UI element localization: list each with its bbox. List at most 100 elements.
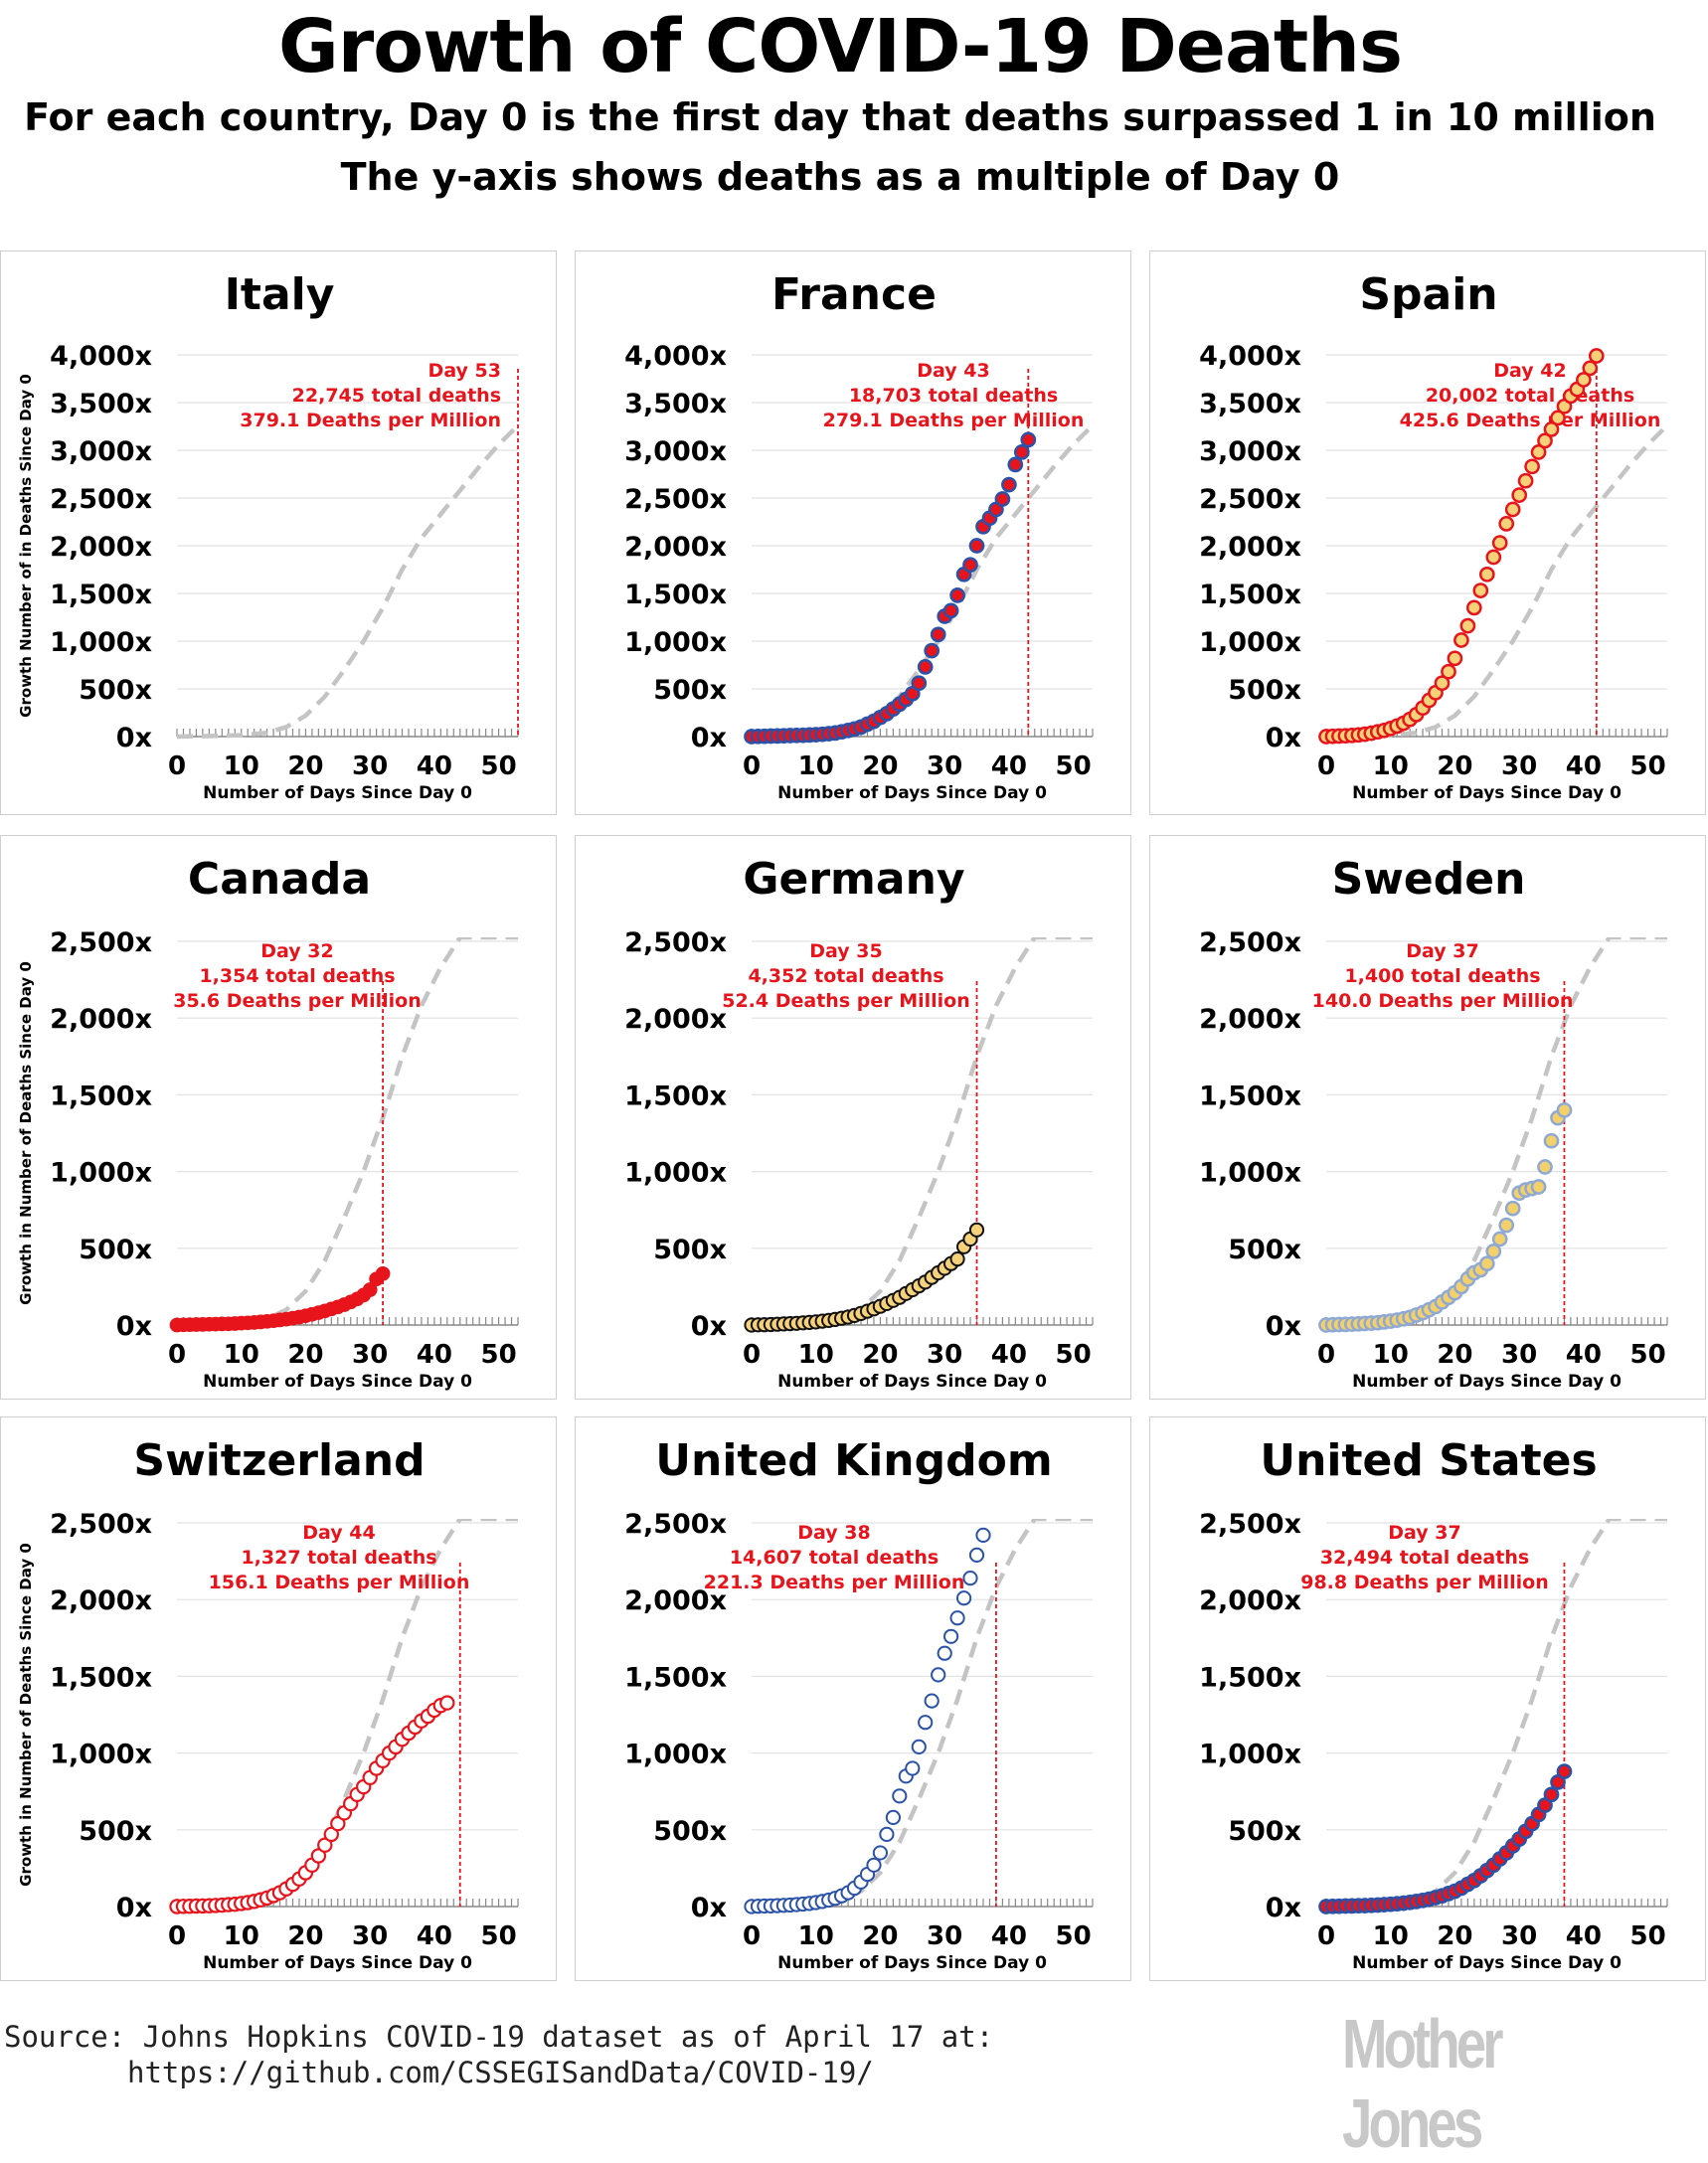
data-point <box>323 1826 339 1843</box>
x-tick-label: 0 <box>743 751 761 781</box>
y-tick-label: 4,000x <box>624 341 727 372</box>
data-point <box>968 538 985 554</box>
data-point <box>1465 599 1482 616</box>
x-tick-label: 20 <box>862 751 898 781</box>
data-point <box>949 587 965 603</box>
x-tick-label: 40 <box>991 1921 1027 1951</box>
y-tick-label: 500x <box>653 1816 727 1847</box>
y-tick-label: 1,000x <box>624 1158 727 1189</box>
x-tick-label: 0 <box>168 1340 186 1370</box>
y-tick-label: 1,500x <box>624 1662 727 1693</box>
y-tick-label: 2,000x <box>50 1004 152 1035</box>
chart-title: Sweden <box>1332 854 1526 905</box>
x-tick-label: 40 <box>991 1340 1027 1370</box>
y-tick-label: 500x <box>79 1816 152 1847</box>
x-tick-label: 0 <box>743 1340 761 1370</box>
data-point <box>924 1693 939 1709</box>
y-tick-label: 0x <box>1266 1893 1301 1923</box>
x-tick-label: 40 <box>991 751 1027 781</box>
data-point <box>1491 1231 1508 1248</box>
annotation-text: 98.8 Deaths per Million <box>1300 1572 1549 1593</box>
annotation-text: 14,607 total deaths <box>730 1547 939 1569</box>
x-tick-label: 0 <box>1317 751 1335 781</box>
x-axis-label: Number of Days Since Day 0 <box>1352 1372 1622 1392</box>
panel-united-kingdom: United Kingdom 0x 500x 1,000x 1,500x 2,000x 2,… <box>575 1416 1131 1981</box>
annotation-text: Day 32 <box>260 940 333 962</box>
data-point <box>885 1809 901 1825</box>
x-tick-label: 30 <box>352 751 388 781</box>
data-point <box>872 1845 888 1861</box>
y-tick-label: 1,500x <box>50 1662 152 1693</box>
y-axis-label: Growth Number of in Deaths Since Day 0 <box>17 374 35 718</box>
chart-svg: Switzerland 0x 500x 1,000x 1,500x 2,000x 2,500… <box>17 1435 519 1973</box>
x-axis-label: Number of Days Since Day 0 <box>777 1953 1047 1973</box>
panel-switzerland: Switzerland 0x 500x 1,000x 1,500x 2,000x 2,500… <box>0 1416 557 1981</box>
data-point <box>1434 675 1451 692</box>
data-point <box>1485 1244 1502 1259</box>
data-point <box>362 1282 378 1297</box>
x-tick-label: 30 <box>1501 1921 1537 1951</box>
x-tick-label: 20 <box>862 1340 898 1370</box>
chart-title: Canada <box>188 854 371 905</box>
panel-germany: Germany 0x 500x 1,000x 1,500x 2,000x 2,500x 0 10… <box>575 835 1131 1400</box>
page-title: Growth of COVID-19 Deaths <box>278 4 1403 89</box>
chart-title: France <box>771 269 937 320</box>
y-tick-label: 0x <box>116 1311 152 1342</box>
annotation-text: 22,745 total deaths <box>292 385 501 407</box>
y-tick-label: 2,500x <box>624 1509 727 1540</box>
y-tick-label: 2,500x <box>50 927 152 958</box>
y-tick-label: 0x <box>691 723 727 753</box>
y-tick-label: 500x <box>653 1235 727 1265</box>
data-point <box>1576 372 1592 388</box>
data-point <box>931 1667 946 1683</box>
y-tick-label: 0x <box>691 1311 727 1342</box>
y-tick-label: 0x <box>116 723 152 753</box>
y-tick-label: 0x <box>116 1893 152 1923</box>
data-point <box>1504 1200 1521 1217</box>
x-tick-label: 10 <box>224 1340 259 1370</box>
x-tick-label: 40 <box>417 751 452 781</box>
data-point <box>1543 1132 1560 1149</box>
data-point <box>1588 348 1605 364</box>
chart-svg: Canada 0x 500x 1,000x 1,500x 2,000x 2,500x 0 10 2… <box>17 854 519 1392</box>
data-point <box>962 557 978 574</box>
data-point <box>1498 516 1515 532</box>
x-axis-label: Number of Days Since Day 0 <box>1352 1953 1622 1973</box>
annotation-text: 4,352 total deaths <box>748 965 943 987</box>
y-tick-label: 500x <box>79 1235 152 1265</box>
data-point <box>1491 535 1508 551</box>
annotation-text: 32,494 total deaths <box>1320 1547 1529 1569</box>
data-point <box>949 1610 965 1626</box>
x-tick-label: 50 <box>480 1921 516 1951</box>
y-tick-label: 0x <box>691 1893 727 1923</box>
y-tick-label: 2,000x <box>1199 1585 1301 1616</box>
x-tick-label: 10 <box>224 1921 259 1951</box>
chart-title: United States <box>1260 1435 1597 1486</box>
x-tick-label: 30 <box>1501 1340 1537 1370</box>
panel-sweden: Sweden 0x 500x 1,000x 1,500x 2,000x 2,500x 0 10 2… <box>1149 835 1706 1400</box>
x-tick-label: 0 <box>168 1921 186 1951</box>
x-tick-label: 10 <box>798 1921 834 1951</box>
chart-title: Spain <box>1359 269 1497 320</box>
y-tick-label: 1,500x <box>1199 1662 1301 1693</box>
x-tick-label: 30 <box>927 751 962 781</box>
data-point <box>905 1760 921 1776</box>
panel-canada: Canada 0x 500x 1,000x 1,500x 2,000x 2,500x 0 10 2… <box>0 835 557 1400</box>
y-tick-label: 2,500x <box>1199 1509 1301 1540</box>
chart-svg: United Kingdom 0x 500x 1,000x 1,500x 2,000x 2,… <box>624 1435 1094 1973</box>
y-tick-label: 2,500x <box>50 1509 152 1540</box>
x-tick-label: 50 <box>1055 1921 1091 1951</box>
x-tick-label: 40 <box>1566 1340 1602 1370</box>
data-point <box>924 642 940 659</box>
x-axis-label: Number of Days Since Day 0 <box>777 1372 1047 1392</box>
x-tick-label: 10 <box>1373 1340 1409 1370</box>
y-tick-label: 2,000x <box>1199 1004 1301 1035</box>
y-tick-label: 2,000x <box>624 1585 727 1616</box>
x-tick-label: 50 <box>1629 1921 1665 1951</box>
x-tick-label: 40 <box>417 1921 452 1951</box>
x-tick-label: 0 <box>168 751 186 781</box>
data-point <box>968 1222 985 1238</box>
annotation-text: 279.1 Deaths per Million <box>823 410 1085 431</box>
data-point <box>892 1788 908 1804</box>
y-tick-label: 2,000x <box>624 1004 727 1035</box>
